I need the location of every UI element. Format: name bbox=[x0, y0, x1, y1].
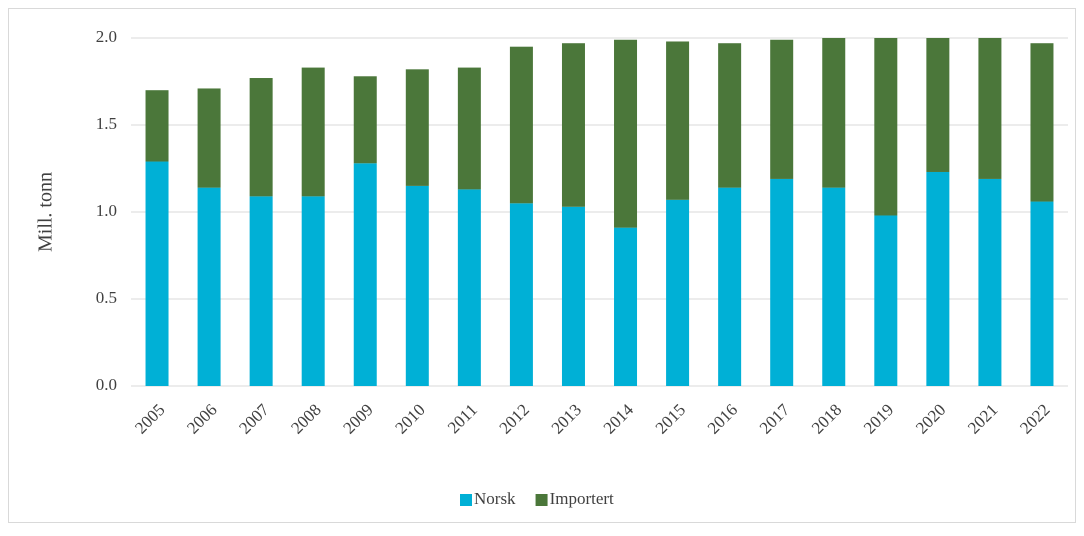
bar-segment bbox=[249, 196, 273, 386]
bar-segment bbox=[874, 215, 898, 386]
bar-segment bbox=[197, 88, 221, 188]
bar-segment bbox=[561, 43, 585, 207]
bar-segment bbox=[666, 41, 690, 200]
chart-frame bbox=[8, 8, 1076, 523]
y-tick-label: 0.5 bbox=[96, 288, 117, 307]
bar-segment bbox=[926, 171, 950, 386]
bar-segment bbox=[770, 39, 794, 179]
legend-label: Norsk bbox=[474, 489, 516, 508]
bar-segment bbox=[457, 67, 481, 190]
bar-segment bbox=[405, 185, 429, 386]
bar-segment bbox=[770, 178, 794, 386]
bar-segment bbox=[822, 38, 846, 188]
bar-segment bbox=[718, 187, 742, 386]
bar-segment bbox=[197, 187, 221, 386]
bar-segment bbox=[509, 203, 533, 386]
bar-segment bbox=[249, 78, 273, 197]
bar-segment bbox=[301, 67, 325, 197]
bar-segment bbox=[822, 187, 846, 386]
y-tick-label: 1.5 bbox=[96, 114, 117, 133]
bar-segment bbox=[509, 46, 533, 204]
bar-segment bbox=[718, 43, 742, 188]
bar-segment bbox=[1030, 43, 1054, 202]
bar-segment bbox=[978, 38, 1002, 179]
bar-segment bbox=[1030, 201, 1054, 386]
legend-swatch bbox=[535, 494, 548, 506]
bar-segment bbox=[614, 227, 638, 386]
bar-segment bbox=[926, 38, 950, 172]
bar-segment bbox=[301, 196, 325, 386]
bar-segment bbox=[874, 38, 898, 216]
bar-segment bbox=[353, 163, 377, 386]
bar-segment bbox=[978, 178, 1002, 386]
bar-segment bbox=[614, 39, 638, 228]
bar-segment bbox=[457, 189, 481, 386]
bar-segment bbox=[561, 206, 585, 386]
bar-segment bbox=[353, 76, 377, 164]
legend-label: Importert bbox=[550, 489, 614, 508]
bar-segment bbox=[405, 69, 429, 186]
bar-segment bbox=[666, 199, 690, 386]
bar-segment bbox=[145, 90, 169, 162]
y-tick-label: 1.0 bbox=[96, 201, 117, 220]
y-axis-label: Mill. tonn bbox=[35, 172, 57, 252]
y-tick-label: 0.0 bbox=[96, 375, 117, 394]
legend-swatch bbox=[460, 494, 472, 506]
y-tick-label: 2.0 bbox=[96, 27, 117, 46]
bar-segment bbox=[145, 161, 169, 386]
